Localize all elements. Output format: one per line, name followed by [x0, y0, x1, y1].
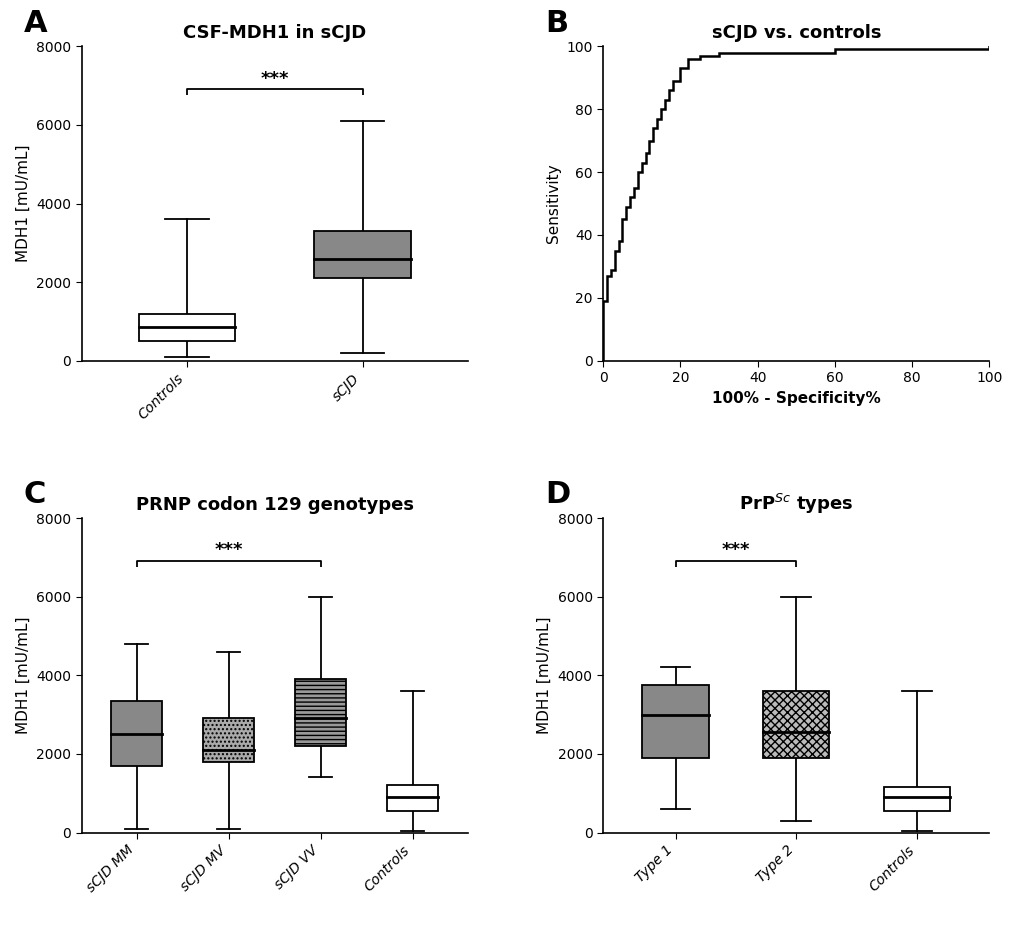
Bar [762, 691, 828, 758]
Text: ***: *** [260, 69, 288, 88]
X-axis label: 100% - Specificity%: 100% - Specificity% [711, 390, 879, 406]
Text: C: C [23, 480, 46, 510]
Title: PrP$^{Sc}$ types: PrP$^{Sc}$ types [739, 491, 853, 515]
Y-axis label: MDH1 [mU/mL]: MDH1 [mU/mL] [15, 144, 31, 263]
Y-axis label: Sensitivity: Sensitivity [545, 164, 560, 243]
Title: CSF-MDH1 in sCJD: CSF-MDH1 in sCJD [183, 24, 366, 42]
Text: B: B [544, 8, 568, 38]
Text: ***: *** [214, 541, 243, 560]
Bar [111, 701, 162, 766]
Text: D: D [544, 480, 570, 510]
Y-axis label: MDH1 [mU/mL]: MDH1 [mU/mL] [15, 616, 31, 734]
Bar [139, 314, 235, 341]
Title: sCJD vs. controls: sCJD vs. controls [711, 24, 880, 42]
Bar [882, 787, 950, 811]
Bar [642, 685, 708, 758]
Y-axis label: MDH1 [mU/mL]: MDH1 [mU/mL] [536, 616, 551, 734]
Title: PRNP codon 129 genotypes: PRNP codon 129 genotypes [136, 496, 414, 513]
Bar [387, 785, 437, 811]
Bar [314, 231, 411, 278]
Bar [203, 719, 254, 762]
Text: ***: *** [720, 541, 749, 560]
Bar [296, 679, 345, 746]
Text: A: A [23, 8, 47, 38]
